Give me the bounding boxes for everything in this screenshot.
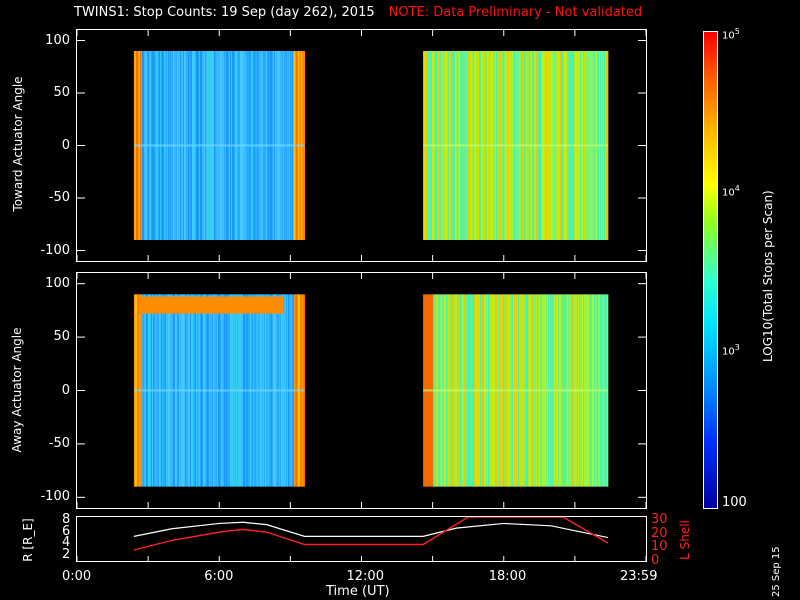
series-lshell-line — [133, 516, 609, 551]
heatmap-stripe — [133, 389, 305, 392]
ytick-label: 0 — [61, 382, 70, 398]
ephem-xtick: 6:00 — [204, 569, 234, 584]
heatmap-stripe — [423, 389, 609, 392]
ephem-ytick-right: 0 — [651, 553, 660, 568]
title-main: TWINS1: Stop Counts: 19 Sep (day 262), 2… — [74, 5, 375, 20]
away-panel — [76, 272, 647, 509]
ytick-label: 50 — [53, 329, 70, 345]
ephem-xtick: 18:00 — [488, 569, 527, 584]
away-heatmap — [76, 273, 647, 508]
toward-panel — [76, 29, 647, 262]
ephem-ytick-left: 4 — [62, 535, 71, 551]
heatmap-stripe — [133, 144, 305, 147]
toward-heatmap — [76, 30, 647, 261]
series-r-line — [133, 521, 609, 539]
ephem-ylabel: R [R_E] — [21, 518, 35, 562]
ephem-ytick-left: 2 — [62, 547, 71, 563]
ytick-label: 0 — [61, 137, 70, 153]
away-ylabel: Away Actuator Angle — [10, 327, 24, 453]
heatmap-band — [138, 296, 284, 314]
colorbar-label-4: 104 — [722, 184, 740, 199]
ephem-ytick-right: 10 — [651, 539, 668, 555]
ephem-plot — [76, 516, 647, 561]
ephem-xlabel: Time (UT) — [326, 584, 390, 599]
title-note: NOTE: Data Preliminary - Not validated — [388, 5, 643, 20]
colorbar-label-max: 105 — [722, 27, 740, 42]
colorbar — [703, 31, 718, 509]
ytick-label: 50 — [53, 85, 70, 100]
ephem-ylabel-right: L Shell — [678, 520, 692, 560]
chart-title: TWINS1: Stop Counts: 19 Sep (day 262), 2… — [74, 5, 642, 20]
ephem-ytick-right: 20 — [651, 525, 668, 541]
colorbar-label-min: 100 — [722, 495, 747, 510]
ephem-panel — [76, 516, 647, 562]
toward-ylabel: Toward Actuator Angle — [11, 76, 25, 212]
ephem-ytick-right: 30 — [651, 511, 668, 527]
date-stamp: 25 Sep 15 — [771, 546, 782, 597]
ytick-label: 100 — [45, 32, 70, 48]
ytick-label: -100 — [40, 489, 70, 505]
colorbar-title: LOG10(Total Stops per Scan) — [761, 190, 775, 362]
heatmap-stripe — [423, 144, 609, 147]
ephem-xtick: 0:00 — [62, 569, 92, 584]
ephem-xtick: 12:00 — [346, 569, 384, 584]
ephem-ytick-left: 8 — [62, 511, 71, 527]
ephem-ytick-left: 6 — [62, 523, 71, 539]
ytick-label: -100 — [40, 242, 70, 258]
ytick-label: 100 — [45, 275, 70, 291]
ytick-label: -50 — [48, 190, 70, 205]
ytick-label: -50 — [48, 435, 70, 451]
colorbar-label-3: 103 — [722, 343, 740, 358]
ephem-xtick: 23:59 — [620, 569, 658, 584]
